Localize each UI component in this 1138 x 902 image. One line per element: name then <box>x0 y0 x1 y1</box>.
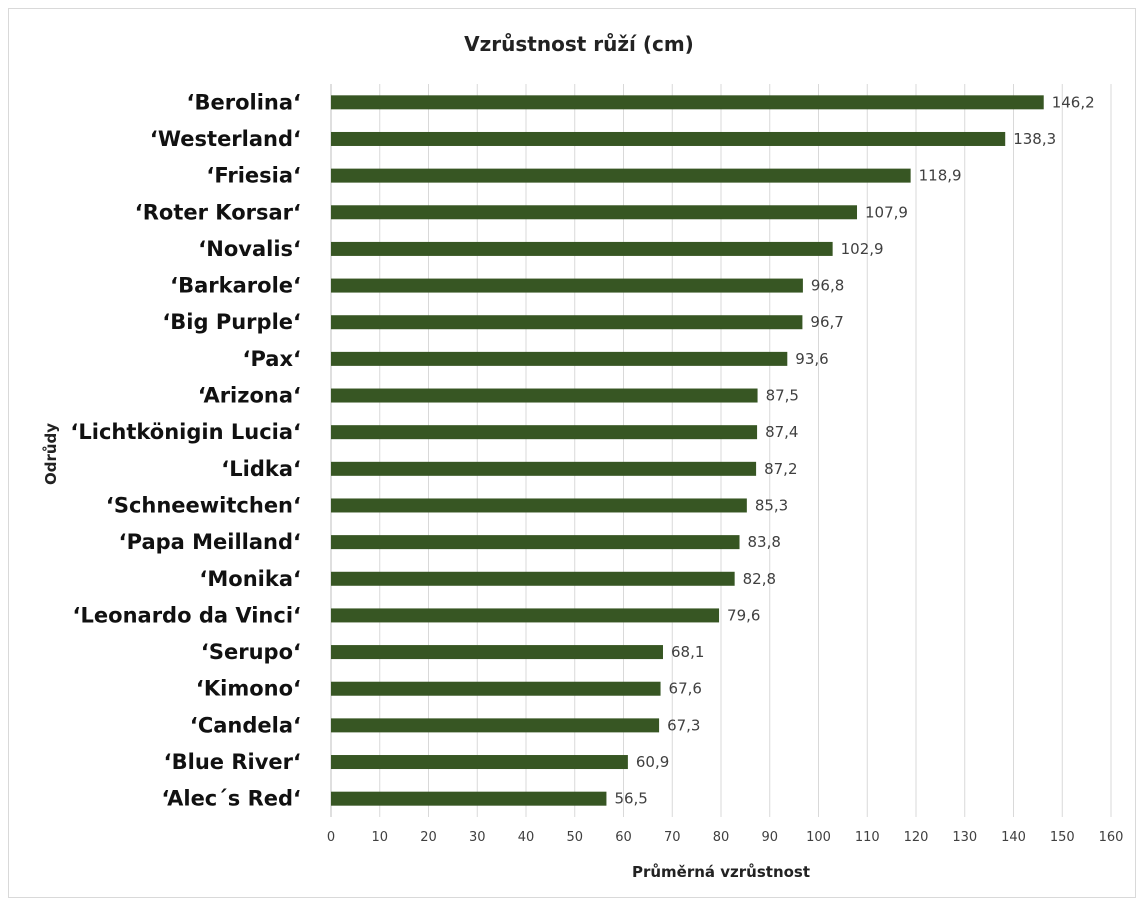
x-tick-label: 40 <box>518 830 535 845</box>
category-label: ‘Berolina‘ <box>186 90 301 114</box>
category-label: ‘Blue River‘ <box>164 750 301 774</box>
bar <box>331 535 740 550</box>
data-label: 102,9 <box>841 240 884 258</box>
bar <box>331 278 803 293</box>
data-label: 138,3 <box>1013 130 1056 148</box>
data-label: 118,9 <box>919 167 962 185</box>
category-label: ‘Westerland‘ <box>150 127 301 151</box>
x-tick-label: 150 <box>1050 830 1075 845</box>
bar <box>331 315 803 330</box>
x-axis-title: Průměrná vzrůstnost <box>632 863 810 881</box>
data-label: 83,8 <box>748 533 781 551</box>
bar <box>331 608 720 623</box>
chart-title: Vzrůstnost růží (cm) <box>464 32 694 56</box>
bar <box>331 645 663 660</box>
data-label: 79,6 <box>727 606 760 624</box>
category-label: ‘Papa Meilland‘ <box>119 530 301 554</box>
y-axis-title: Odrůdy <box>42 423 60 485</box>
category-label: ‘Serupo‘ <box>201 640 301 664</box>
category-label: ‘Monika‘ <box>199 567 301 591</box>
data-label: 60,9 <box>636 753 669 771</box>
x-tick-labels: 0 10 20 30 40 50 60 70 80 90 100 110 120 130 140 150 160 <box>327 830 1124 845</box>
bar <box>331 681 661 696</box>
data-labels: 146,2 138,3 118,9 107,9 102,9 96,8 96,7 93,6 87,… <box>614 93 1094 807</box>
bar <box>331 425 758 440</box>
x-tick-label: 0 <box>327 830 335 845</box>
x-tick-label: 80 <box>713 830 730 845</box>
x-tick-label: 10 <box>371 830 388 845</box>
category-label: ‘Novalis‘ <box>198 237 301 261</box>
data-label: 96,7 <box>810 313 843 331</box>
category-label: ‘Arizona‘ <box>198 384 301 408</box>
bar <box>331 791 607 806</box>
bar <box>331 388 758 403</box>
bar <box>331 461 757 476</box>
data-label: 82,8 <box>743 570 776 588</box>
data-label: 107,9 <box>865 203 908 221</box>
category-labels: ‘Berolina‘ ‘Westerland‘ ‘Friesia‘ ‘Roter Ko… <box>70 90 301 810</box>
bar-chart: 146,2 138,3 118,9 107,9 102,9 96,8 96,7 93,6 87,… <box>42 32 1124 881</box>
bars <box>331 95 1044 806</box>
bar <box>331 755 628 770</box>
category-label: ‘Schneewitchen‘ <box>106 493 301 517</box>
chart-frame: 146,2 138,3 118,9 107,9 102,9 96,8 96,7 93,6 87,… <box>8 8 1136 898</box>
bar <box>331 131 1006 146</box>
data-label: 67,6 <box>669 680 702 698</box>
category-label: ‘Kimono‘ <box>196 677 301 701</box>
data-label: 68,1 <box>671 643 704 661</box>
bar <box>331 498 747 513</box>
category-label: ‘Leonardo da Vinci‘ <box>73 603 301 627</box>
x-tick-label: 60 <box>615 830 632 845</box>
category-label: ‘Alec´s Red‘ <box>162 787 301 811</box>
category-label: ‘Candela‘ <box>190 713 301 737</box>
category-label: ‘Pax‘ <box>243 347 302 371</box>
x-tick-label: 110 <box>855 830 880 845</box>
data-label: 87,5 <box>766 387 799 405</box>
x-tick-label: 30 <box>469 830 486 845</box>
data-label: 87,4 <box>765 423 798 441</box>
x-tick-label: 20 <box>420 830 437 845</box>
x-tick-label: 70 <box>664 830 681 845</box>
bar <box>331 205 858 220</box>
data-label: 56,5 <box>614 790 647 808</box>
bar <box>331 718 660 733</box>
bar <box>331 95 1044 110</box>
bar <box>331 571 735 586</box>
bar <box>331 241 833 256</box>
x-tick-label: 130 <box>952 830 977 845</box>
data-label: 85,3 <box>755 496 788 514</box>
category-label: ‘Big Purple‘ <box>162 310 301 334</box>
gridlines <box>330 84 1112 817</box>
bar <box>331 168 911 183</box>
x-tick-label: 90 <box>761 830 778 845</box>
category-label: ‘Barkarole‘ <box>170 274 301 298</box>
category-label: ‘Friesia‘ <box>206 164 301 188</box>
x-tick-label: 160 <box>1099 830 1124 845</box>
x-tick-label: 50 <box>566 830 583 845</box>
category-label: ‘Lidka‘ <box>221 457 301 481</box>
x-tick-label: 140 <box>1001 830 1026 845</box>
data-label: 96,8 <box>811 277 844 295</box>
data-label: 67,3 <box>667 716 700 734</box>
category-label: ‘Roter Korsar‘ <box>135 200 301 224</box>
data-label: 93,6 <box>795 350 828 368</box>
bar <box>331 351 788 366</box>
x-tick-label: 100 <box>806 830 831 845</box>
x-tick-label: 120 <box>904 830 929 845</box>
data-label: 146,2 <box>1052 93 1095 111</box>
category-label: ‘Lichtkönigin Lucia‘ <box>70 420 301 444</box>
data-label: 87,2 <box>764 460 797 478</box>
